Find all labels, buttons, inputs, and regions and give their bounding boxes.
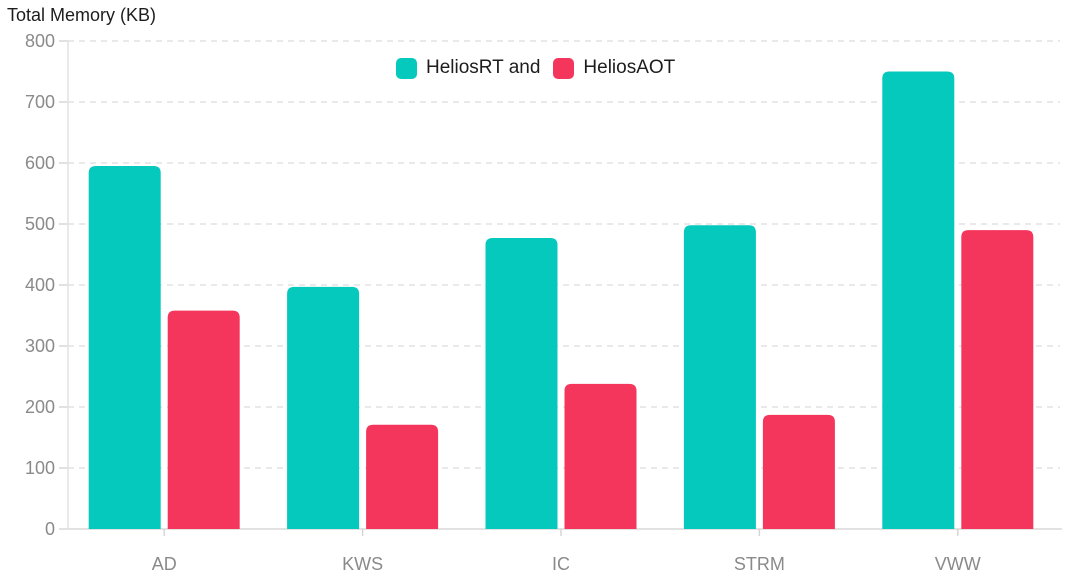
- x-tick-label: AD: [152, 554, 177, 574]
- bar-heliosrt-and-ic: [485, 238, 558, 529]
- y-tick-label: 300: [25, 336, 55, 356]
- y-tick-label: 100: [25, 458, 55, 478]
- y-tick-label: 500: [25, 214, 55, 234]
- x-tick-label: KWS: [342, 554, 383, 574]
- y-tick-label: 0: [45, 519, 55, 539]
- legend-item-heliosrt[interactable]: HeliosRT and: [396, 57, 540, 79]
- y-tick-label: 800: [25, 31, 55, 51]
- y-axis-title: Total Memory (KB): [7, 5, 157, 25]
- y-tick-label: 600: [25, 153, 55, 173]
- bar-heliosaot-vww: [961, 230, 1034, 529]
- y-tick-label: 200: [25, 397, 55, 417]
- legend: HeliosRT and HeliosAOT: [396, 57, 675, 79]
- x-tick-label: IC: [552, 554, 570, 574]
- legend-label-heliosaot: HeliosAOT: [583, 57, 676, 78]
- bar-heliosrt-and-strm: [683, 225, 756, 529]
- y-tick-label: 400: [25, 275, 55, 295]
- legend-swatch-heliosaot: [553, 57, 575, 79]
- bar-heliosrt-and-vww: [882, 71, 955, 529]
- y-tick-label: 700: [25, 92, 55, 112]
- legend-label-heliosrt: HeliosRT and: [426, 57, 541, 78]
- bar-heliosaot-ad: [167, 310, 240, 529]
- bar-heliosaot-strm: [762, 414, 835, 529]
- legend-item-heliosaot[interactable]: HeliosAOT: [553, 57, 675, 79]
- bar-heliosrt-and-kws: [287, 286, 360, 529]
- bar-heliosaot-ic: [564, 383, 637, 529]
- x-tick-label: STRM: [734, 554, 785, 574]
- bar-heliosaot-kws: [366, 424, 439, 529]
- legend-swatch-heliosrt: [396, 57, 417, 79]
- x-tick-label: VWW: [935, 554, 981, 574]
- bar-heliosrt-and-ad: [88, 166, 161, 530]
